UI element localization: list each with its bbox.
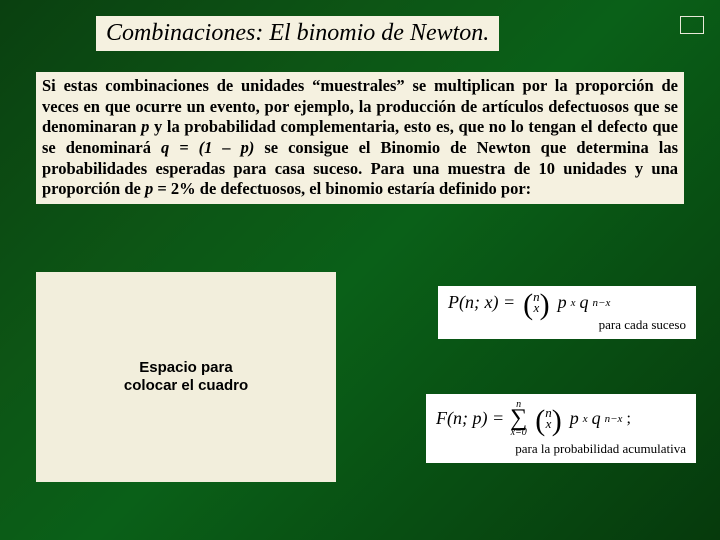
f2-exp1: x xyxy=(583,413,588,425)
title-panel: Combinaciones: El binomio de Newton. xyxy=(96,16,499,51)
formula-2-expr: F(n; p) = n ∑ x=0 n x px qn−x ; xyxy=(436,400,686,437)
f2-caption: para la probabilidad acumulativa xyxy=(436,441,686,457)
formula-box-2: F(n; p) = n ∑ x=0 n x px qn−x ; para la … xyxy=(426,394,696,463)
formula-box-1: P(n; x) = n x px qn−x para cada suceso xyxy=(438,286,696,339)
formula-1-expr: P(n; x) = n x px qn−x xyxy=(448,292,686,313)
f1-caption: para cada suceso xyxy=(448,317,686,333)
sigma-icon: n ∑ x=0 xyxy=(510,400,527,437)
placeholder-box: Espacio para colocar el cuadro xyxy=(36,272,336,482)
f1-bot: x xyxy=(533,303,539,313)
f2-lhs: F(n; p) = xyxy=(436,408,504,429)
placeholder-label: Espacio para colocar el cuadro xyxy=(124,359,248,395)
f2-semi: ; xyxy=(626,410,630,428)
placeholder-line1: Espacio para xyxy=(139,359,232,376)
f2-sigbot: x=0 xyxy=(511,428,527,437)
f2-binom: n x xyxy=(543,408,554,429)
body-p2: p xyxy=(145,179,153,198)
f2-q: q xyxy=(592,408,601,429)
f1-p: p xyxy=(558,292,567,313)
f1-exp1: x xyxy=(571,297,576,309)
corner-decoration xyxy=(680,16,704,34)
f2-bot: x xyxy=(546,419,552,429)
body-paragraph: Si estas combinaciones de unidades “mues… xyxy=(42,76,678,200)
page-title: Combinaciones: El binomio de Newton. xyxy=(106,20,489,47)
f2-exp2: n−x xyxy=(605,413,623,425)
placeholder-line2: colocar el cuadro xyxy=(124,377,248,394)
f1-q: q xyxy=(580,292,589,313)
f1-exp2: n−x xyxy=(593,297,611,309)
f2-p: p xyxy=(570,408,579,429)
body-tail: = 2% de defectuosos, el binomio estaría … xyxy=(153,179,531,198)
body-q: q = (1 – p) xyxy=(161,138,254,157)
f2-sigma: ∑ xyxy=(510,409,527,428)
f1-lhs: P(n; x) = xyxy=(448,292,515,313)
body-panel: Si estas combinaciones de unidades “mues… xyxy=(36,72,684,204)
f1-binom: n x xyxy=(531,292,542,313)
